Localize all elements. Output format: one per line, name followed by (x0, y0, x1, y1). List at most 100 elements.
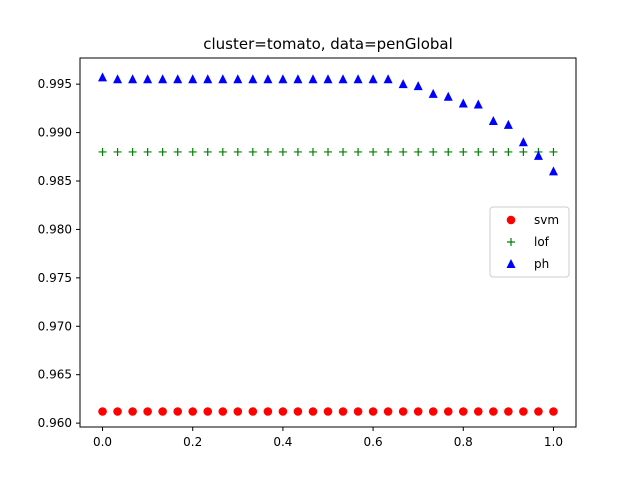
legend-marker-svm (506, 215, 516, 225)
svm-point (143, 407, 152, 416)
lof-point (143, 147, 152, 156)
svm-point (338, 407, 348, 416)
lof-point (504, 147, 513, 156)
ph-point (113, 74, 123, 84)
lof-point (293, 147, 302, 156)
ph-point (263, 74, 273, 84)
x-tick-label: 0.8 (454, 435, 473, 449)
lof-point (233, 147, 242, 156)
ph-point (173, 74, 183, 84)
lof-point (98, 147, 107, 156)
legend: svm lof ph (489, 206, 570, 278)
svm-point (263, 407, 273, 416)
ph-point (533, 150, 543, 160)
svm-point (323, 407, 333, 416)
ph-point (353, 74, 363, 84)
svm-point (443, 407, 453, 416)
ph-point (98, 72, 108, 82)
svm-point (413, 407, 423, 416)
svm-point (504, 407, 513, 416)
y-tick-label: 0.985 (38, 174, 72, 188)
lof-point (429, 147, 438, 156)
ph-point (278, 74, 288, 84)
ph-point (158, 74, 168, 84)
ph-point (368, 74, 378, 84)
svm-point (489, 407, 498, 416)
legend-marker-lof (507, 238, 515, 246)
svm-point (428, 407, 438, 416)
y-tick-label: 0.970 (38, 319, 72, 333)
plot-area (98, 72, 558, 416)
y-tick-label: 0.990 (38, 126, 72, 140)
legend-marker-ph (506, 259, 516, 268)
svm-point (308, 407, 318, 416)
lof-point (549, 147, 558, 156)
x-tick-label: 1.0 (544, 435, 563, 449)
y-axis: 0.960 0.965 0.970 0.975 0.980 0.985 0.990 0.995 (38, 77, 80, 430)
lof-point (399, 147, 408, 156)
svm-point (188, 407, 198, 416)
ph-point (323, 74, 333, 84)
svm-point (233, 407, 243, 416)
svm-point (218, 407, 228, 416)
lof-point (128, 147, 137, 156)
ph-point (188, 74, 198, 84)
x-tick-label: 0.4 (273, 435, 292, 449)
ph-point (398, 79, 408, 89)
ph-point (473, 99, 483, 109)
svm-point (519, 407, 528, 416)
ph-point (143, 74, 153, 84)
lof-point (354, 147, 363, 156)
y-tick-label: 0.995 (38, 77, 72, 91)
svm-point (158, 407, 167, 416)
lof-point (444, 147, 453, 156)
svm-point (473, 407, 483, 416)
lof-point (384, 147, 393, 156)
ph-point (458, 98, 468, 108)
legend-label-lof: lof (534, 235, 550, 249)
lof-point (414, 147, 423, 156)
y-tick-label: 0.980 (38, 222, 72, 236)
lof-point (188, 147, 197, 156)
ph-point (248, 74, 258, 84)
y-tick-label: 0.975 (38, 271, 72, 285)
ph-point (548, 166, 558, 176)
x-tick-label: 0.6 (364, 435, 383, 449)
svm-point (549, 407, 558, 416)
x-axis: 0.0 0.2 0.4 0.6 0.8 1.0 (93, 427, 563, 449)
lof-point (248, 147, 257, 156)
lof-point (158, 147, 167, 156)
svm-point (98, 407, 107, 416)
svm-point (173, 407, 183, 416)
svm-point (113, 407, 122, 416)
legend-label-svm: svm (534, 213, 559, 227)
x-tick-label: 0.0 (93, 435, 112, 449)
y-tick-label: 0.960 (38, 416, 72, 430)
lof-point (278, 147, 287, 156)
ph-point (233, 74, 243, 84)
svm-point (398, 407, 408, 416)
svm-point (128, 407, 137, 416)
lof-point (474, 147, 483, 156)
ph-point (203, 74, 213, 84)
svm-point (278, 407, 288, 416)
lof-point (369, 147, 378, 156)
lof-point (324, 147, 332, 156)
svm-point (368, 407, 378, 416)
lof-point (308, 147, 317, 156)
svm-point (293, 407, 303, 416)
chart-title: cluster=tomato, data=penGlobal (203, 35, 453, 53)
legend-box (489, 206, 570, 278)
ph-point (383, 74, 393, 84)
svm-point (203, 407, 213, 416)
ph-point (518, 137, 528, 147)
axes-frame (79, 57, 577, 428)
legend-label-ph: ph (534, 257, 549, 271)
lof-point (339, 147, 348, 156)
series-ph (98, 72, 558, 176)
ph-point (308, 74, 318, 84)
lof-point (489, 147, 498, 156)
ph-point (293, 74, 303, 84)
ph-point (128, 74, 138, 84)
ph-point (443, 91, 453, 101)
